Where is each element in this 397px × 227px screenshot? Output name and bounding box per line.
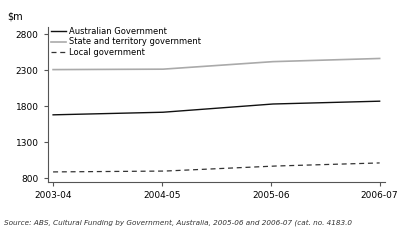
Line: Australian Government: Australian Government [53,101,380,115]
Local government [377,162,382,164]
State and territory government [377,57,382,60]
Australian Government [112,112,116,115]
Local government [138,170,143,173]
State and territory government [361,58,366,60]
Local government [70,170,75,173]
State and territory government [112,68,116,71]
State and territory government [64,68,69,71]
Local government [361,162,366,165]
State and territory government [51,68,56,71]
State and territory government [70,68,75,71]
Australian Government [377,100,382,103]
Australian Government [349,101,354,103]
State and territory government [138,68,143,71]
Local government [64,170,69,173]
Local government [112,170,116,173]
Line: Local government: Local government [53,163,380,172]
Australian Government [64,113,69,116]
State and territory government [349,58,354,61]
Text: $m: $m [7,11,23,21]
Australian Government [138,111,143,114]
Australian Government [51,114,56,116]
Line: State and territory government: State and territory government [53,59,380,70]
Text: Source: ABS, Cultural Funding by Government, Australia, 2005-06 and 2006-07 (cat: Source: ABS, Cultural Funding by Governm… [4,219,352,226]
Australian Government [361,100,366,103]
Australian Government [70,113,75,116]
Local government [349,162,354,165]
Local government [51,170,56,173]
Legend: Australian Government, State and territory government, Local government: Australian Government, State and territo… [51,27,201,57]
